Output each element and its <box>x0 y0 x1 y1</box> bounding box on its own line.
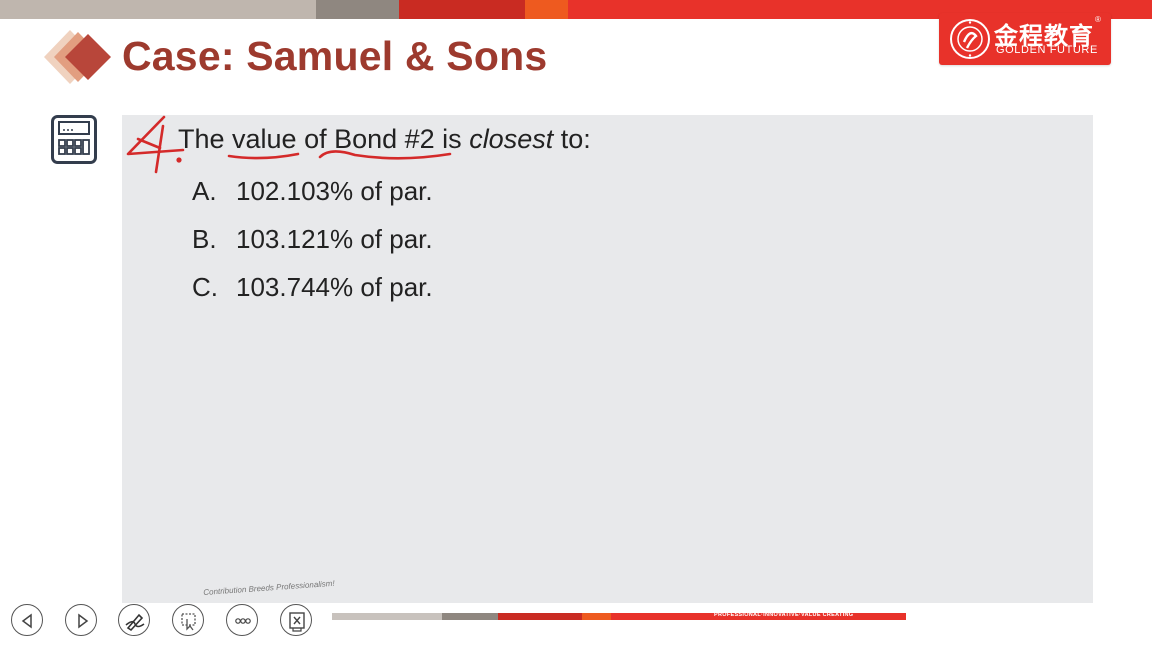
seal-icon <box>950 19 990 59</box>
more-button[interactable] <box>226 604 258 636</box>
question-emphasis: closest <box>469 124 554 154</box>
question-suffix: to: <box>553 124 591 154</box>
footer-tagline: PROFESSIONAL·INNOVATIVE·VALUE CREATING <box>714 612 854 618</box>
next-button[interactable] <box>65 604 97 636</box>
next-icon <box>78 613 89 629</box>
option-a[interactable]: A. 102.103% of par. <box>192 176 433 207</box>
option-letter: C. <box>192 272 218 302</box>
question-text: The value of Bond #2 is closest to: <box>178 124 591 155</box>
diamond-bullet-icon <box>44 30 111 84</box>
brand-logo: 金程教育 GOLDEN FUTURE ® <box>939 13 1111 65</box>
exit-button[interactable] <box>280 604 312 636</box>
pen-button[interactable] <box>118 604 150 636</box>
more-icon <box>235 618 251 624</box>
pointer-button[interactable] <box>172 604 204 636</box>
registered-mark: ® <box>1095 15 1101 24</box>
option-text: 103.121% of par. <box>236 224 433 254</box>
top-color-strip <box>0 0 1152 19</box>
logo-english-text: GOLDEN FUTURE <box>996 44 1098 56</box>
option-letter: B. <box>192 224 217 254</box>
option-letter: A. <box>192 176 217 206</box>
previous-icon <box>21 613 32 629</box>
exit-icon <box>289 612 305 632</box>
logo-chinese-text: 金程教育 <box>994 23 1094 50</box>
bottom-color-strip <box>332 613 906 620</box>
question-prefix: The value of Bond #2 is <box>178 124 470 154</box>
pointer-icon <box>181 613 196 631</box>
pen-icon <box>125 613 145 632</box>
option-b[interactable]: B. 103.121% of par. <box>192 224 433 255</box>
content-panel <box>122 115 1093 603</box>
option-text: 103.744% of par. <box>236 272 433 302</box>
option-text: 102.103% of par. <box>236 176 433 206</box>
calculator-icon <box>51 115 97 164</box>
previous-button[interactable] <box>11 604 43 636</box>
page-title: Case: Samuel & Sons <box>122 33 548 79</box>
option-c[interactable]: C. 103.744% of par. <box>192 272 433 303</box>
